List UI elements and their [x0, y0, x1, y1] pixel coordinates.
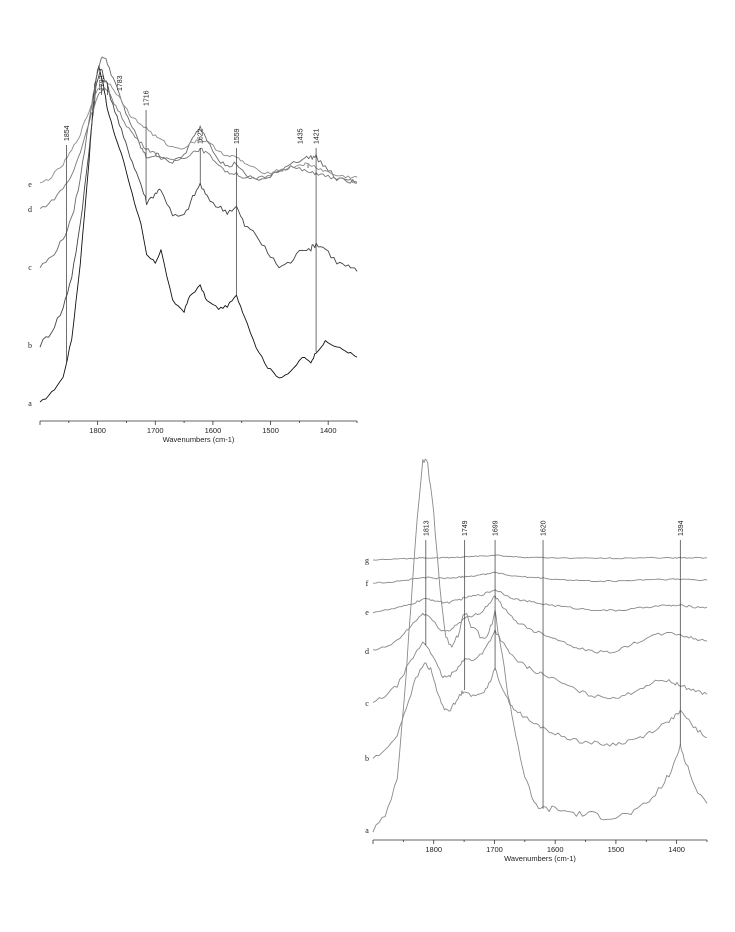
x-tick-label-1500: 1500 [608, 845, 625, 854]
spectrum-trace-a [372, 458, 708, 833]
spectrum-trace-b [39, 69, 358, 348]
peak-label-1435: 1435 [298, 128, 305, 144]
spectrum-trace-a [39, 65, 358, 403]
x-tick-label-1500: 1500 [262, 426, 279, 435]
x-tick-label-1800: 1800 [89, 426, 106, 435]
peak-label-1854: 1854 [64, 125, 71, 141]
x-tick-label-1400: 1400 [320, 426, 337, 435]
spectrum-trace-c [372, 629, 708, 703]
series-label-a: a [365, 826, 369, 835]
peak-label-1813: 1813 [423, 520, 430, 536]
x-tick-label-1700: 1700 [486, 845, 503, 854]
x-tick-label-1600: 1600 [547, 845, 564, 854]
series-label-c: c [28, 263, 32, 272]
peak-label-1421: 1421 [314, 128, 321, 144]
peak-label-1620: 1620 [541, 520, 548, 536]
series-label-f: f [366, 579, 369, 588]
series-label-e: e [365, 608, 369, 617]
series-label-a: a [28, 399, 32, 408]
x-tick-label-1400: 1400 [668, 845, 685, 854]
x-tick-label-1700: 1700 [147, 426, 164, 435]
spectrum-trace-c [39, 56, 358, 268]
spectrum-trace-f [372, 571, 708, 584]
peak-label-1749: 1749 [462, 520, 469, 536]
series-label-d: d [28, 205, 32, 214]
peak-label-1559: 1559 [234, 128, 241, 144]
peak-label-1699: 1699 [493, 520, 500, 536]
series-label-c: c [365, 699, 369, 708]
peak-label-1394: 1394 [678, 520, 685, 536]
series-label-b: b [365, 754, 369, 763]
series-label-g: g [365, 556, 369, 565]
spectrum-trace-b [372, 662, 708, 759]
spectrum-trace-d [372, 595, 708, 654]
series-label-b: b [28, 341, 32, 350]
x-axis-title: Wavenumbers (cm-1) [504, 854, 576, 863]
peak-label-1622: 1622 [198, 128, 205, 144]
peak-label-1783: 1783 [117, 75, 124, 91]
spectrum-trace-d [39, 87, 358, 209]
series-label-e: e [28, 180, 32, 189]
spectrum-trace-g [372, 554, 708, 561]
peak-label-1716: 1716 [144, 90, 151, 106]
x-tick-label-1800: 1800 [425, 845, 442, 854]
peak-label-1793: 1793 [99, 75, 106, 91]
series-label-d: d [365, 647, 369, 656]
x-axis-title: Wavenumbers (cm-1) [163, 435, 235, 444]
x-tick-label-1600: 1600 [205, 426, 222, 435]
spectrum-trace-e [39, 79, 358, 184]
spectrum-trace-e [372, 589, 708, 614]
